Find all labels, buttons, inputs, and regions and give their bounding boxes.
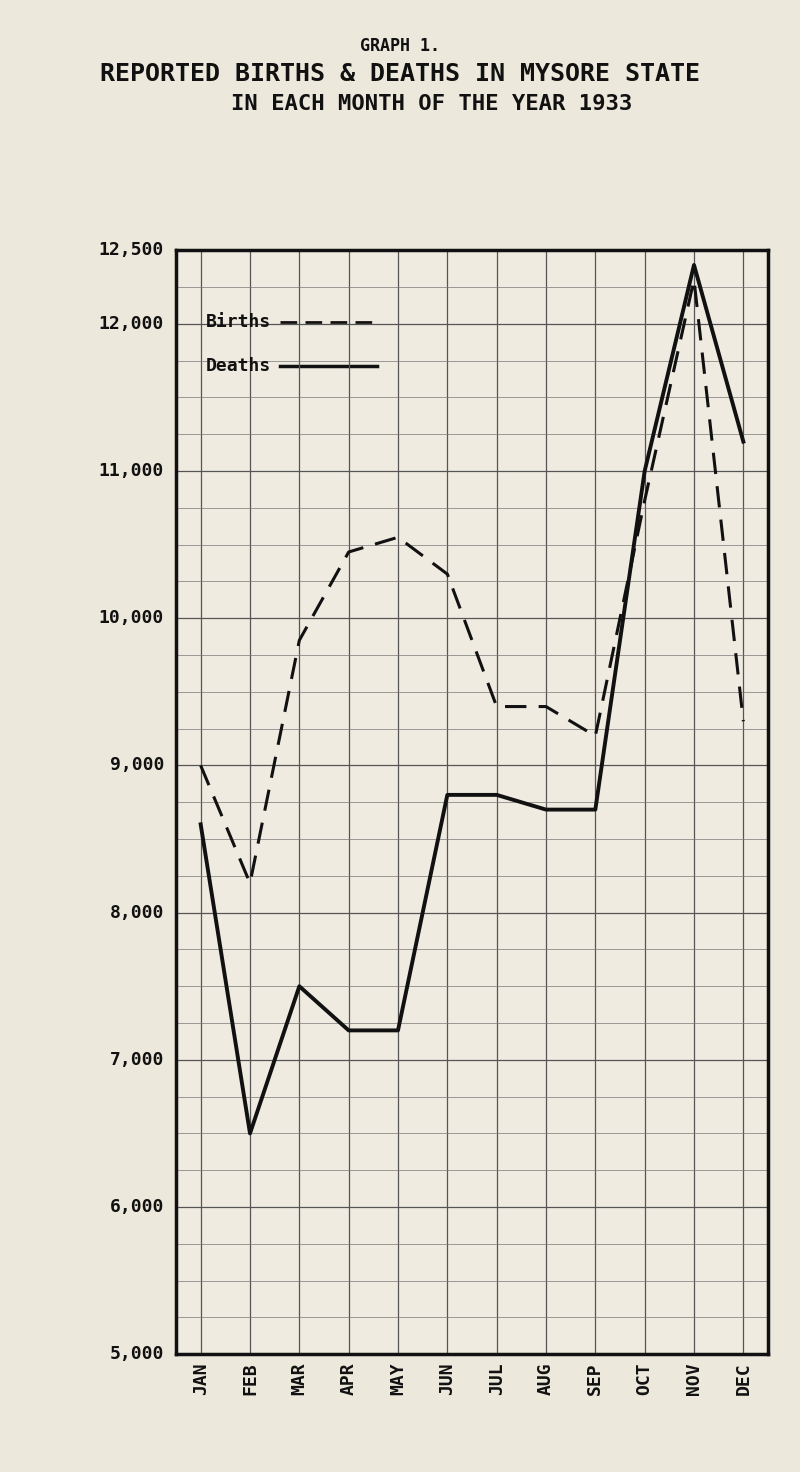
Text: 11,000: 11,000 [98,462,164,480]
Text: 12,000: 12,000 [98,315,164,333]
Text: 10,000: 10,000 [98,609,164,627]
Text: REPORTED BIRTHS & DEATHS IN MYSORE STATE: REPORTED BIRTHS & DEATHS IN MYSORE STATE [100,62,700,85]
Text: GRAPH 1.: GRAPH 1. [360,37,440,54]
Text: Births: Births [206,314,271,331]
Text: 9,000: 9,000 [110,757,164,774]
Text: 6,000: 6,000 [110,1198,164,1216]
Text: Deaths: Deaths [206,358,271,375]
Text: 5,000: 5,000 [110,1345,164,1363]
Text: 7,000: 7,000 [110,1051,164,1069]
Text: 8,000: 8,000 [110,904,164,921]
Text: 12,500: 12,500 [98,241,164,259]
Text: IN EACH MONTH OF THE YEAR 1933: IN EACH MONTH OF THE YEAR 1933 [231,94,633,115]
